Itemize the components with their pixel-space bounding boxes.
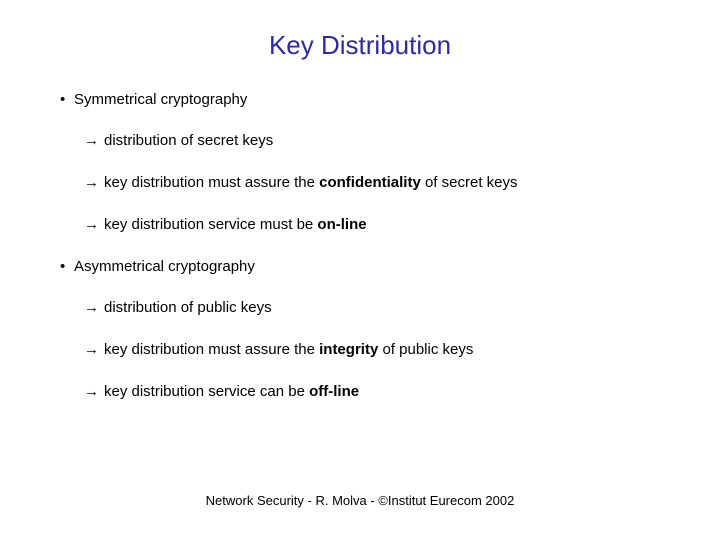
sub-item-1b: →key distribution must assure the confid… <box>60 172 660 194</box>
sub-2a-text: distribution of public keys <box>104 299 272 316</box>
sub-1a-text: distribution of secret keys <box>104 132 273 149</box>
arrow-icon: → <box>84 131 104 152</box>
sub-1b-pre: key distribution must assure the <box>104 174 319 191</box>
bullet-dot-icon: • <box>60 256 74 277</box>
sub-2c-pre: key distribution service can be <box>104 383 309 400</box>
section1-heading: Symmetrical cryptography <box>74 91 247 108</box>
sub-item-2c: →key distribution service can be off-lin… <box>60 381 660 403</box>
sub-1b-post: of secret keys <box>421 174 518 191</box>
arrow-icon: → <box>84 298 104 319</box>
bullet-dot-icon: • <box>60 89 74 110</box>
sub-item-2a: →distribution of public keys <box>60 297 660 319</box>
sub-item-1c: →key distribution service must be on-lin… <box>60 214 660 236</box>
sub-item-1a: →distribution of secret keys <box>60 130 660 152</box>
arrow-icon: → <box>84 382 104 403</box>
sub-item-2b: →key distribution must assure the integr… <box>60 339 660 361</box>
section2-heading: Asymmetrical cryptography <box>74 258 255 275</box>
slide-title: Key Distribution <box>60 30 660 61</box>
sub-1c-pre: key distribution service must be <box>104 216 317 233</box>
bullet-asymmetrical: •Asymmetrical cryptography <box>60 256 660 277</box>
sub-2b-bold: integrity <box>319 341 378 358</box>
sub-1b-bold: confidentiality <box>319 174 421 191</box>
slide-footer: Network Security - R. Molva - ©Institut … <box>0 493 720 508</box>
sub-2c-bold: off-line <box>309 383 359 400</box>
arrow-icon: → <box>84 215 104 236</box>
arrow-icon: → <box>84 340 104 361</box>
slide-container: Key Distribution •Symmetrical cryptograp… <box>0 0 720 540</box>
sub-2b-post: of public keys <box>378 341 473 358</box>
arrow-icon: → <box>84 173 104 194</box>
bullet-symmetrical: •Symmetrical cryptography <box>60 89 660 110</box>
slide-content: •Symmetrical cryptography →distribution … <box>60 89 660 403</box>
sub-2b-pre: key distribution must assure the <box>104 341 319 358</box>
sub-1c-bold: on-line <box>317 216 366 233</box>
